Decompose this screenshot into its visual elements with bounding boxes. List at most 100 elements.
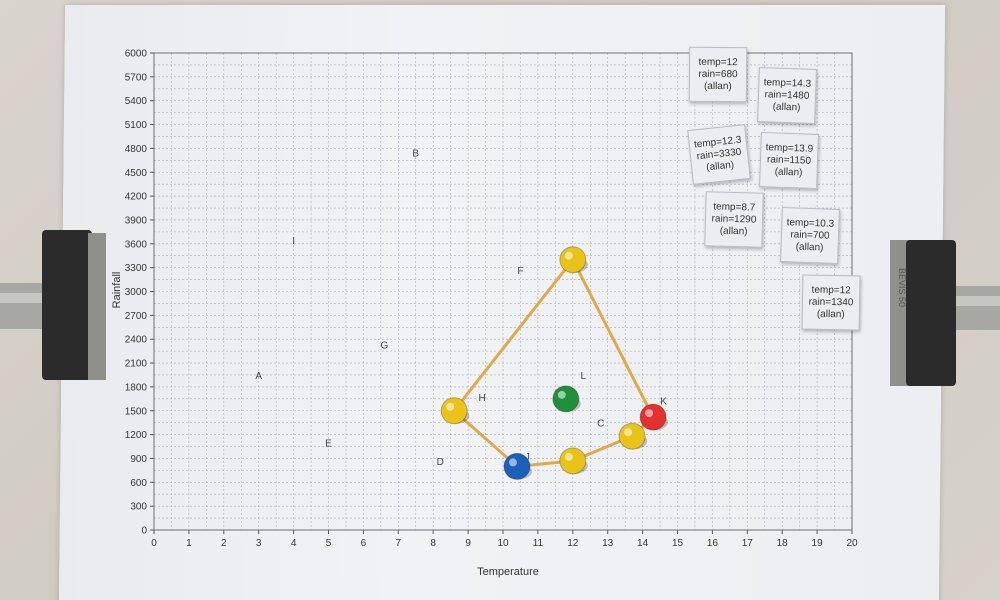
y-tick-label: 3900	[125, 215, 148, 226]
push-pin-highlight	[564, 452, 573, 461]
x-tick-label: 18	[777, 538, 789, 549]
push-pin	[503, 452, 532, 480]
point-label: D	[437, 457, 444, 468]
push-pin-highlight	[645, 409, 654, 418]
y-tick-label: 1800	[125, 382, 148, 393]
card-line: rain=1290	[711, 212, 757, 226]
x-tick-label: 19	[812, 538, 824, 549]
clip-brand-text: BEVIS 50	[897, 268, 907, 307]
point-label: K	[660, 396, 667, 407]
clip-jaw	[42, 230, 92, 380]
y-tick-label: 2100	[125, 359, 148, 370]
push-pin-highlight	[508, 458, 517, 467]
point-label: J	[525, 452, 530, 463]
x-tick-label: 12	[567, 538, 579, 549]
y-tick-label: 2400	[125, 335, 148, 346]
clip-arm-shine	[946, 296, 1000, 306]
x-tick-label: 16	[707, 538, 719, 549]
push-pin-highlight	[557, 390, 566, 399]
push-pin-highlight	[564, 251, 573, 260]
card-line: (allan)	[705, 159, 735, 173]
point-label: A	[255, 371, 262, 382]
data-card[interactable]: temp=8.7 rain=1290 (allan)	[704, 191, 764, 248]
binder-clip-right: BEVIS 50	[890, 240, 1000, 386]
push-pin	[639, 403, 669, 431]
push-pin-head	[559, 447, 587, 475]
x-tick-label: 10	[497, 538, 509, 549]
x-axis-label: Temperature	[477, 566, 539, 578]
card-line: rain=1340	[808, 296, 854, 308]
data-card[interactable]: temp=12 rain=680 (allan)	[688, 46, 748, 103]
card-line: rain=680	[698, 68, 738, 80]
binder-clip-left	[0, 230, 106, 380]
push-pin-highlight	[624, 428, 633, 437]
push-pin	[559, 447, 588, 475]
x-tick-label: 6	[361, 538, 367, 549]
y-tick-label: 0	[141, 526, 147, 537]
point-label: H	[478, 393, 485, 404]
point-label: F	[517, 266, 523, 277]
y-tick-label: 900	[130, 454, 147, 465]
card-line: (allan)	[703, 80, 732, 92]
clip-edge	[88, 233, 106, 380]
push-pin	[552, 385, 581, 413]
y-tick-label: 3300	[125, 263, 148, 274]
y-tick-label: 4200	[125, 192, 148, 203]
data-card[interactable]: temp=14.3 rain=1480 (allan)	[757, 67, 817, 124]
push-pin-head	[618, 422, 646, 450]
push-pin	[618, 422, 648, 450]
point-label: G	[380, 341, 388, 352]
point-labels: A B C D E F G H I J K L	[255, 148, 667, 467]
x-tick-label: 14	[637, 538, 649, 549]
x-tick-label: 20	[846, 538, 858, 549]
push-pin-head	[552, 385, 580, 413]
y-tick-label: 5100	[125, 120, 148, 131]
data-card[interactable]: temp=12 rain=1340 (allan)	[801, 274, 861, 331]
x-tick-label: 5	[326, 538, 332, 549]
grid-major	[150, 52, 853, 534]
data-card[interactable]: temp=13.9 rain=1150 (allan)	[759, 132, 819, 189]
y-tick-label: 300	[130, 502, 147, 513]
card-line: temp=12	[811, 284, 851, 296]
card-line: (allan)	[774, 166, 803, 178]
card-line: temp=12	[698, 56, 738, 68]
clip-edge	[890, 240, 910, 386]
card-line: temp=8.7	[713, 200, 756, 214]
data-card[interactable]: temp=12.3 rain=3330 (allan)	[687, 124, 751, 185]
point-label: B	[412, 148, 419, 159]
y-tick-label: 1200	[125, 430, 148, 441]
y-tick-label: 4500	[125, 168, 148, 179]
clip-arm-shine	[0, 293, 50, 303]
push-pin-head	[503, 452, 531, 480]
x-tick-label: 13	[602, 538, 614, 549]
point-label: E	[325, 439, 332, 450]
push-pin-head	[639, 403, 667, 431]
y-axis-label: Rainfall	[111, 272, 123, 309]
card-line: rain=1150	[766, 153, 812, 167]
card-line: (allan)	[816, 308, 845, 320]
y-tick-label: 3600	[125, 239, 148, 250]
x-tick-label: 4	[291, 538, 297, 549]
push-pin	[440, 397, 470, 425]
y-tick-labels: 0 300 600 900 1200 1500 1800 2100 2400 2700 3000 33…	[125, 49, 148, 537]
y-tick-label: 4800	[125, 144, 148, 155]
x-tick-label: 11	[533, 538, 544, 549]
x-tick-label: 1	[186, 538, 192, 549]
push-pin	[559, 246, 588, 274]
card-line: (allan)	[772, 101, 801, 113]
push-pin-head	[440, 397, 468, 425]
push-pin-head	[559, 246, 587, 274]
point-label: C	[597, 419, 604, 430]
x-tick-label: 8	[430, 538, 436, 549]
y-tick-label: 2700	[125, 311, 148, 322]
x-tick-labels: 0 1 2 3 4 5 6 7 8 9 10 11 12 13 14 15 16 17 18 19 20	[151, 538, 858, 549]
y-tick-label: 600	[130, 478, 147, 489]
data-card[interactable]: temp=10.3 rain=700 (allan)	[780, 207, 840, 264]
x-tick-label: 17	[742, 538, 754, 549]
card-line: (allan)	[795, 241, 824, 253]
x-tick-label: 0	[151, 538, 157, 549]
x-tick-label: 2	[221, 538, 227, 549]
card-line: rain=1480	[764, 88, 810, 102]
